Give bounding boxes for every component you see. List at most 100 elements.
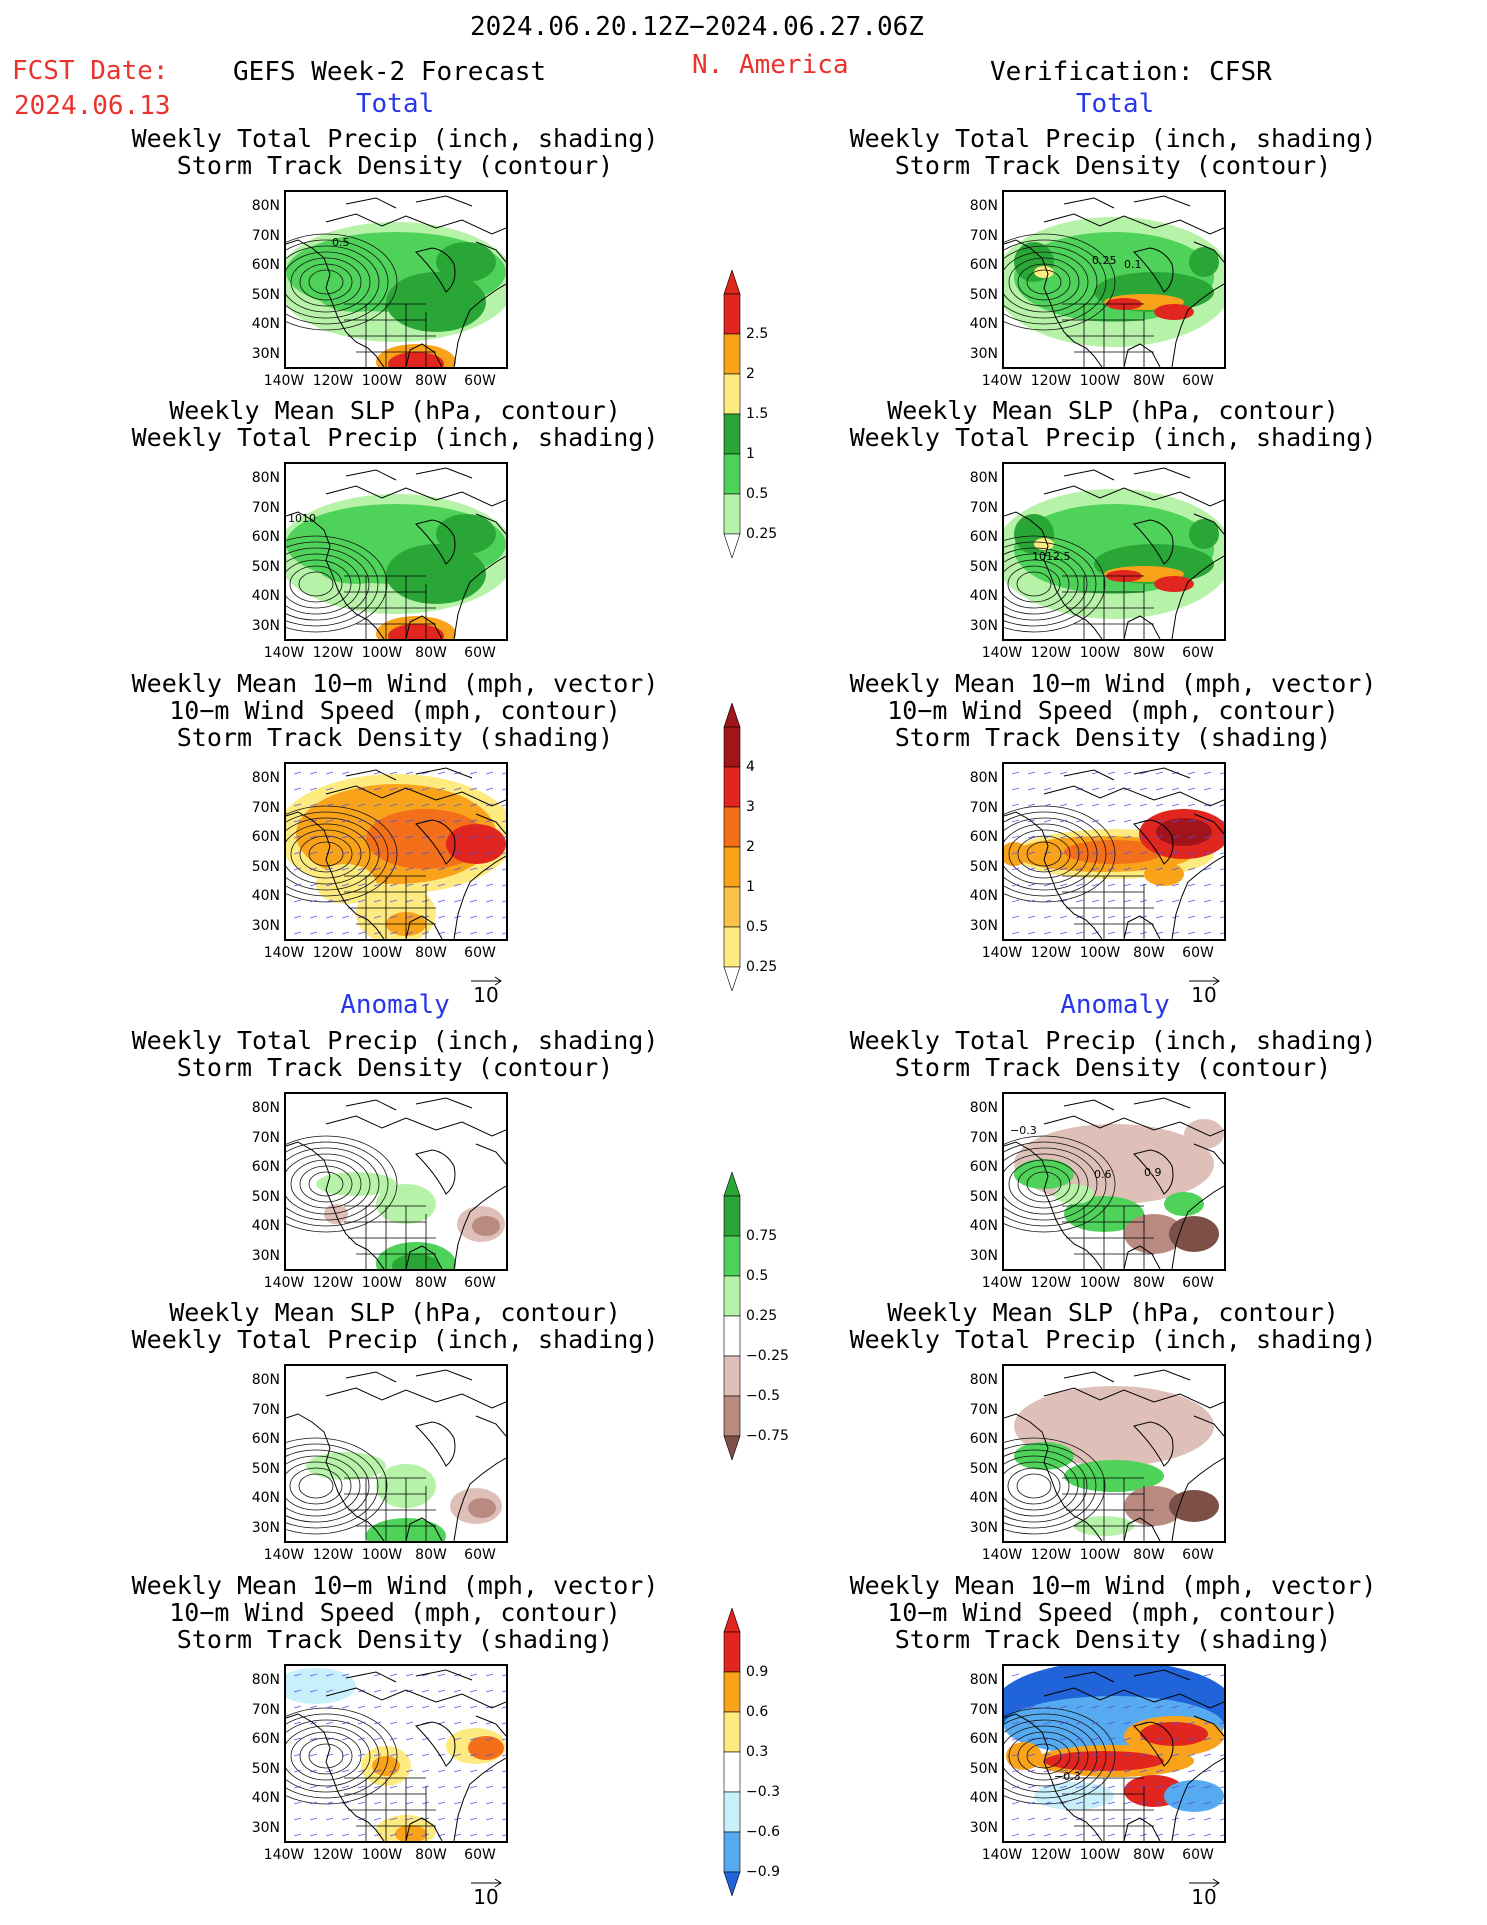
ver-total-wind-title-line: 10−m Wind Speed (mph, contour) (887, 696, 1339, 725)
lon-label: 60W (464, 645, 496, 661)
lat-label: 40N (969, 1490, 998, 1506)
hudson-bay (1133, 819, 1174, 865)
lat-label: 60N (251, 257, 280, 273)
lon-label: 100W (1079, 1847, 1121, 1863)
colorbar-precip-anom-svg (723, 1171, 741, 1461)
state-borders (344, 303, 436, 367)
coastline (1004, 1413, 1224, 1541)
lat-label: 30N (969, 345, 998, 362)
arctic-islands (325, 1669, 506, 1737)
shading-area (1054, 1184, 1094, 1204)
arctic-islands (1043, 1669, 1224, 1737)
ver-anom-precip-map-svg: −0.3 0.6 0.9 (1004, 1094, 1224, 1269)
coastline (1004, 239, 1224, 367)
lon-label: 60W (464, 1547, 496, 1563)
contour-label: 0.5 (332, 236, 350, 249)
lon-label: 140W (981, 1547, 1023, 1563)
lat-label: 70N (251, 1129, 280, 1146)
lon-label: 100W (1079, 945, 1121, 961)
lon-label: 80W (415, 1547, 447, 1563)
lon-label: 120W (1030, 1275, 1072, 1291)
lat-label: 40N (251, 888, 280, 904)
lon-label: 140W (981, 1847, 1023, 1863)
lat-label: 50N (969, 1188, 998, 1205)
colorbar-precip-anom-label: 0.25 (746, 1308, 778, 1324)
map-outlines (1004, 467, 1224, 639)
fc-total-precip-title-line: Storm Track Density (contour) (176, 151, 614, 180)
shading-area (1044, 1751, 1164, 1771)
lat-label: 50N (251, 1460, 280, 1477)
lat-label: 80N (969, 470, 998, 486)
state-borders (344, 875, 436, 939)
lat-label: 40N (969, 888, 998, 904)
lon-label: 120W (312, 1847, 354, 1863)
colorbar-precip-total-label: 1.5 (746, 406, 769, 422)
lat-label: 70N (969, 1129, 998, 1146)
arctic-islands (325, 767, 506, 835)
lon-label: 120W (312, 373, 354, 389)
lon-label: 60W (1182, 1847, 1214, 1863)
ver-total-wind-title-line: Storm Track Density (shading) (894, 723, 1332, 752)
map-outlines (1004, 195, 1224, 367)
lat-label: 70N (251, 227, 280, 244)
shading-area (1156, 818, 1212, 846)
fc-total-wind-title-line: Weekly Mean 10−m Wind (mph, vector) (131, 669, 659, 698)
fc-anom-wind-title-line: 10−m Wind Speed (mph, contour) (169, 1598, 621, 1627)
lat-label: 50N (251, 1188, 280, 1205)
colorbar-precip-anom-label: −0.75 (746, 1428, 789, 1444)
colorbar-precip-total-label: 0.5 (746, 486, 769, 502)
colorbar-track-total-label: 3 (746, 799, 755, 815)
hudson-bay (415, 1421, 456, 1467)
lat-label: 30N (251, 617, 280, 634)
lon-label: 140W (263, 373, 305, 389)
contour-lines (1004, 1135, 1116, 1233)
colorbar-precip-total-label: 2 (746, 366, 755, 382)
shading-area (1154, 304, 1194, 320)
colorbar-segment (723, 413, 741, 455)
shading-area (316, 272, 396, 312)
section-anomaly-left: Anomaly (340, 990, 450, 1020)
ver-total-slp-title-line: Weekly Total Precip (inch, shading) (849, 423, 1377, 452)
reference-vector-label: 10 (473, 1885, 499, 1909)
lat-label: 60N (969, 1431, 998, 1447)
lon-label: 80W (1133, 1275, 1165, 1291)
contour-label: 1012.5 (1032, 550, 1071, 563)
arctic-islands (325, 1369, 506, 1437)
fc-anom-precip-title-line: Storm Track Density (contour) (176, 1053, 614, 1082)
shading-area (1169, 1216, 1219, 1252)
lat-label: 80N (251, 470, 280, 486)
model-title: GEFS Week-2 Forecast (233, 57, 547, 87)
lat-label: 50N (969, 858, 998, 875)
coastline (1004, 811, 1224, 939)
lon-label: 100W (1079, 373, 1121, 389)
lat-label: 30N (251, 1247, 280, 1264)
shading-area (1034, 538, 1054, 550)
ver-total-precip-map: 0.25 0.1 (1002, 190, 1226, 369)
lat-label: 40N (969, 1790, 998, 1806)
lon-label: 60W (1182, 373, 1214, 389)
ver-total-slp-map: 1012.5 (1002, 462, 1226, 641)
coastline (286, 1141, 506, 1269)
lat-label: 60N (969, 1159, 998, 1175)
lon-label: 80W (415, 645, 447, 661)
coastline (286, 811, 506, 939)
lat-label: 60N (969, 1731, 998, 1747)
colorbar-track-anom-label: −0.3 (746, 1784, 780, 1800)
reference-vector: 10 (1185, 1874, 1225, 1910)
coastline (286, 1713, 506, 1841)
colorbar-cap (723, 1171, 741, 1197)
ver-total-precip-map-svg: 0.25 0.1 (1004, 192, 1224, 367)
shading-area (1154, 576, 1194, 592)
contour-lines (286, 535, 388, 633)
colorbar-segment (723, 1791, 741, 1833)
colorbar-track-total (722, 702, 742, 992)
lon-label: 80W (1133, 1847, 1165, 1863)
lon-label: 100W (361, 1275, 403, 1291)
lat-label: 60N (251, 1731, 280, 1747)
state-borders (1062, 1205, 1154, 1269)
shading-area (395, 1825, 427, 1841)
lat-label: 80N (251, 1672, 280, 1688)
lon-label: 80W (415, 1847, 447, 1863)
shading-area (388, 624, 444, 639)
fc-anom-slp-map-svg (286, 1366, 506, 1541)
